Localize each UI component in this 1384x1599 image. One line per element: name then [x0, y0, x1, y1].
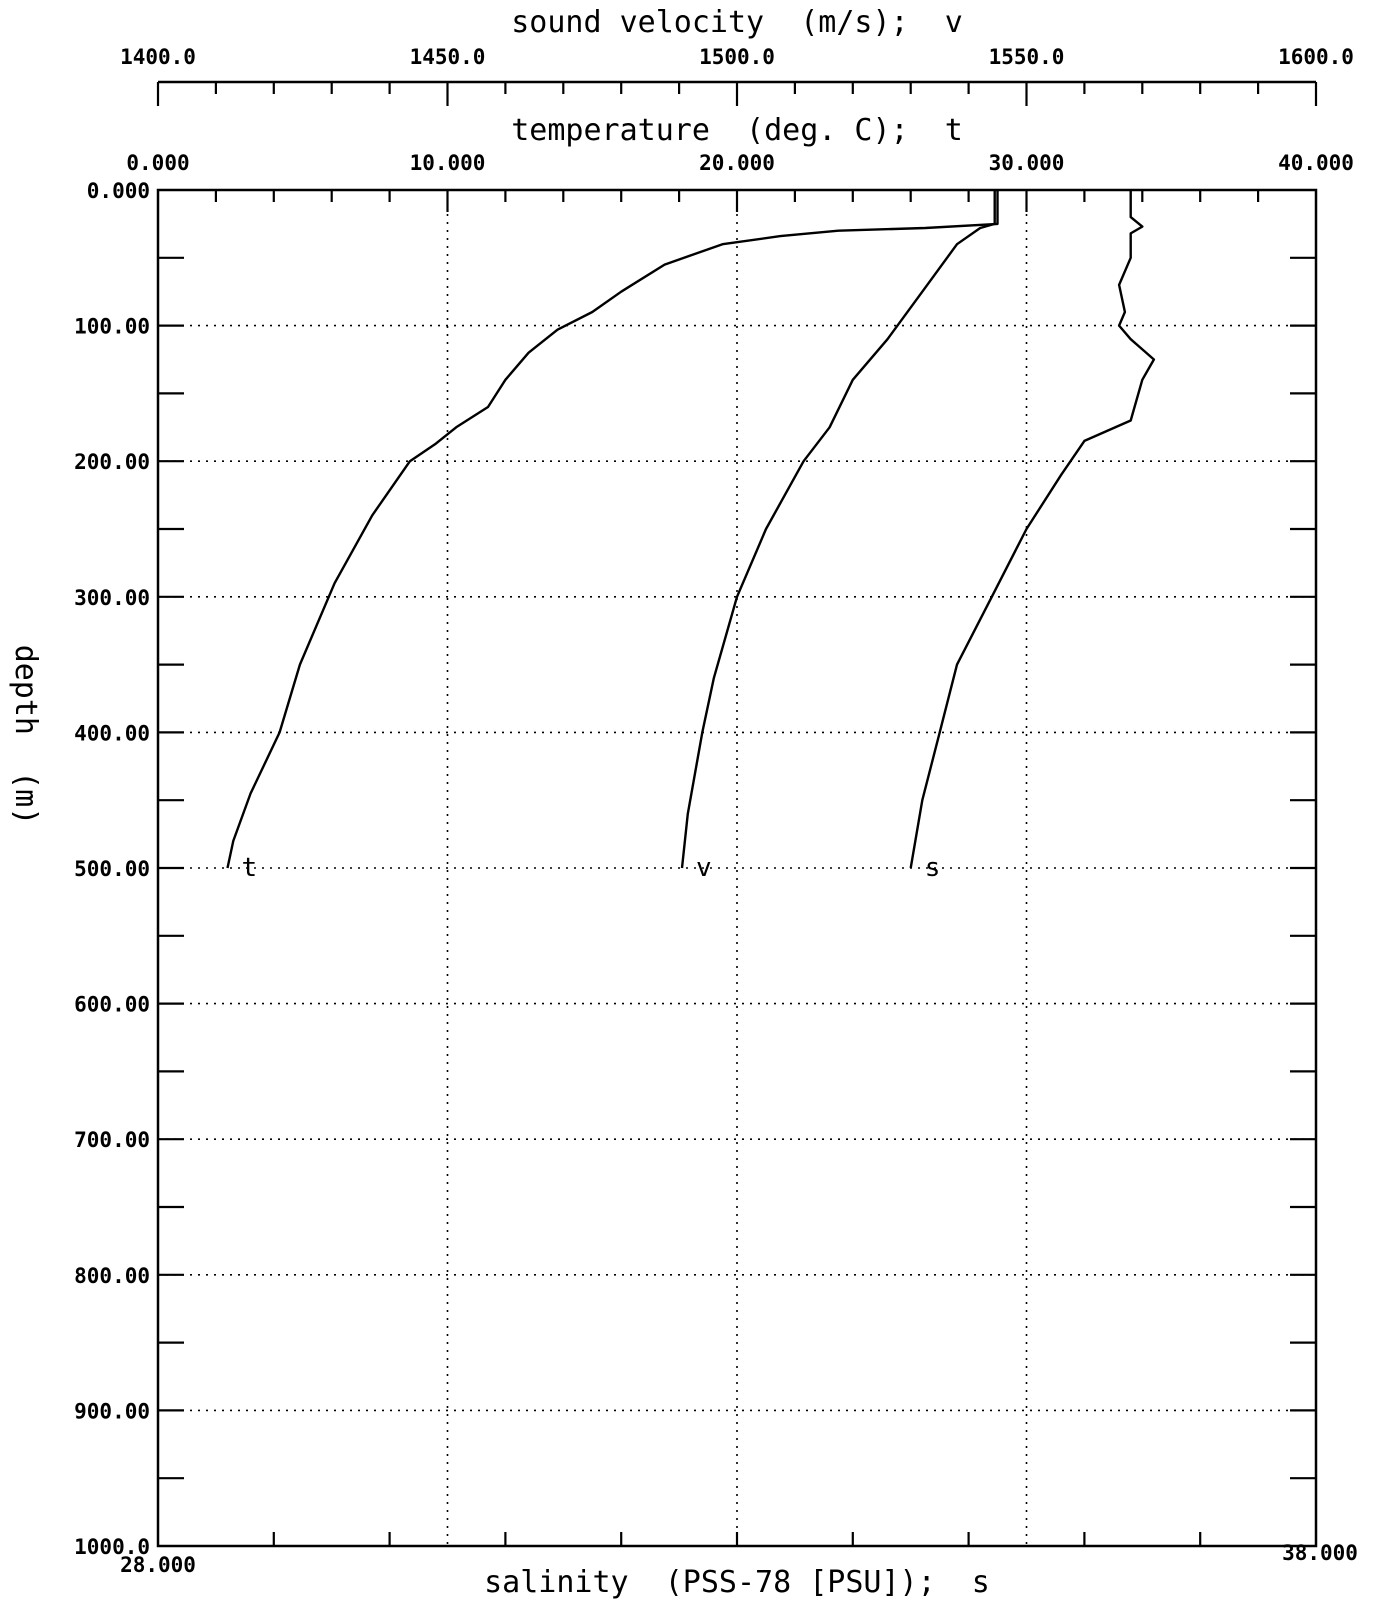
temperature-tick-label: 40.000 [1278, 151, 1354, 175]
temperature-tick-label: 0.000 [126, 151, 189, 175]
curve-t [226, 190, 999, 869]
curve-s [909, 190, 1156, 869]
plot-frame [156, 188, 1318, 1548]
salinity-tick-label: 38.000 [1282, 1541, 1358, 1565]
temperature-tick-label: 30.000 [989, 151, 1065, 175]
grid-lines [158, 190, 1316, 1546]
velocity-tick-label: 1500.0 [699, 45, 775, 69]
velocity-tick-label: 1400.0 [120, 45, 196, 69]
velocity-tick-label: 1550.0 [989, 45, 1065, 69]
curve-label-s: s [925, 853, 941, 883]
depth-tick-label: 1000.0 [74, 1535, 150, 1559]
temperature-tick-label: 20.000 [699, 151, 775, 175]
data-curves [226, 190, 1156, 869]
salinity-tick-label: 28.000 [120, 1553, 196, 1577]
depth-tick-label: 500.00 [74, 857, 150, 881]
temperature-axis-title: temperature (deg. C); t [511, 113, 963, 148]
salinity-axis-title: salinity (PSS-78 [PSU]); s [484, 1565, 990, 1599]
velocity-tick-label: 1600.0 [1278, 45, 1354, 69]
depth-axis-title: depth (m) [8, 645, 43, 826]
axis-ticks [156, 82, 1318, 1546]
tick-labels: 1400.0 1450.0 1500.0 1550.0 1600.0 0.000 10.00… [74, 45, 1358, 1577]
velocity-tick-label: 1450.0 [410, 45, 486, 69]
depth-tick-label: 300.00 [74, 586, 150, 610]
velocity-axis-title: sound velocity (m/s); v [511, 5, 963, 40]
depth-tick-label: 900.00 [74, 1399, 150, 1423]
depth-tick-label: 0.000 [87, 179, 150, 203]
depth-tick-label: 100.00 [74, 315, 150, 339]
curve-v [680, 190, 996, 869]
depth-tick-label: 600.00 [74, 993, 150, 1017]
depth-tick-label: 400.00 [74, 721, 150, 745]
curve-label-v: v [696, 853, 712, 883]
depth-tick-label: 700.00 [74, 1128, 150, 1152]
curve-label-t: t [241, 853, 257, 883]
depth-tick-label: 800.00 [74, 1264, 150, 1288]
depth-tick-label: 200.00 [74, 450, 150, 474]
temperature-tick-label: 10.000 [410, 151, 486, 175]
